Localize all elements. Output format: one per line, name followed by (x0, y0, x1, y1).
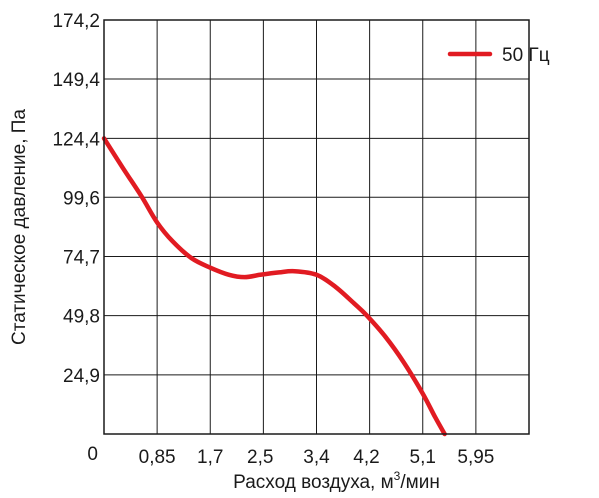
x-tick-label: 3,4 (303, 447, 330, 468)
y-tick-label: 124,4 (52, 129, 100, 150)
x-axis-title-unit: /мин (400, 472, 439, 493)
x-tick-label: 1,7 (197, 447, 223, 468)
x-tick-label: 5,1 (410, 447, 436, 468)
x-tick-label: 4,2 (353, 447, 379, 468)
y-tick-label: 24,9 (63, 366, 100, 387)
series-layer (101, 136, 447, 437)
y-axis-title: Статическое давление, Па (9, 109, 30, 345)
y-tick-label: 149,4 (52, 70, 100, 91)
y-tick-label: 49,8 (63, 307, 100, 328)
x-axis-title: Расход воздуха, м3/мин (233, 469, 440, 493)
x-axis-title-sup: 3 (394, 469, 401, 483)
x-axis-title-main: Расход воздуха, м (233, 472, 394, 493)
y-tick-labels: 0 24,9 49,8 74,7 99,6 124,4 149,4 174,2 (52, 11, 100, 465)
y-tick-label: 99,6 (63, 188, 100, 209)
y-tick-label: 74,7 (63, 247, 100, 268)
legend: 50 Гц (447, 45, 550, 66)
x-tick-label: 5,95 (457, 447, 494, 468)
series-line-50hz (101, 136, 447, 437)
grid (104, 20, 529, 434)
x-tick-labels: 0,85 1,7 2,5 3,4 4,2 5,1 5,95 (139, 447, 495, 468)
plot-frame (103, 19, 530, 435)
y-tick-label: 174,2 (52, 11, 100, 32)
x-tick-label: 0,85 (139, 447, 176, 468)
legend-label: 50 Гц (502, 45, 550, 66)
y-tick-label: 0 (87, 444, 98, 465)
x-tick-label: 2,5 (247, 447, 273, 468)
